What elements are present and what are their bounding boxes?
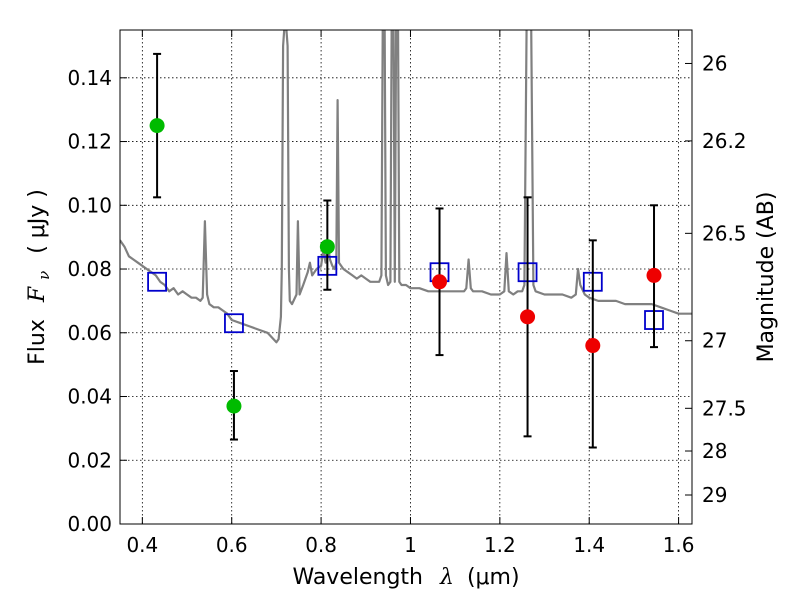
y-tick-label: 0.14 xyxy=(67,66,112,90)
observed-point xyxy=(149,118,165,134)
x-axis-label-symbol: λ xyxy=(439,565,454,590)
x-tick-label: 1.4 xyxy=(573,533,605,557)
y-axis-label-symbol: F xyxy=(25,286,50,303)
x-tick-label: 0.4 xyxy=(126,533,158,557)
y2-tick-label: 27 xyxy=(702,329,727,353)
y-tick-label: 0.06 xyxy=(67,321,112,345)
x-axis-label-unit: (μm) xyxy=(467,565,520,590)
y2-tick-label: 29 xyxy=(702,483,727,507)
plot-background xyxy=(120,30,692,524)
y2-tick-label: 26.2 xyxy=(702,129,747,153)
y2-tick-label: 26.5 xyxy=(702,221,747,245)
observed-point xyxy=(432,274,448,290)
observed-point xyxy=(319,239,335,255)
x-tick-label: 1 xyxy=(404,533,417,557)
y-tick-label: 0.04 xyxy=(67,385,112,409)
y-axis-label-text: Flux xyxy=(25,319,50,365)
y-axis-label: Flux F ν ( μJy ) xyxy=(25,189,55,365)
x-axis-label-text: Wavelength xyxy=(292,565,423,590)
observed-point xyxy=(520,309,536,325)
observed-point xyxy=(646,267,662,283)
observed-point xyxy=(585,338,601,354)
x-tick-label: 0.6 xyxy=(216,533,248,557)
x-axis-label: Wavelength λ (μm) xyxy=(292,565,519,590)
y-tick-label: 0.02 xyxy=(67,448,112,472)
model-photometry-square xyxy=(224,313,244,334)
spectrum-line xyxy=(120,30,692,344)
y2-tick-label: 26 xyxy=(702,51,727,75)
x-tick-label: 1.6 xyxy=(663,533,695,557)
y-tick-label: 0.10 xyxy=(67,193,112,217)
model-photometry-square xyxy=(147,271,167,292)
y-axis-label-unit: ( μJy ) xyxy=(25,189,50,254)
y-axis-label-subscript: ν xyxy=(35,271,53,280)
spectrum-layer xyxy=(120,30,692,344)
x-tick-label: 0.8 xyxy=(305,533,337,557)
observed-points-layer xyxy=(149,118,662,414)
observed-point xyxy=(226,398,242,414)
axis-ticks: 0.4 0.6 0.8 1 1.2 1.4 1.6 0.00 0.02 0.04 0.06 0.08 0… xyxy=(67,30,747,557)
y2-axis-label: Magnitude (AB) xyxy=(754,192,779,363)
y2-tick-label: 27.5 xyxy=(702,396,747,420)
y2-tick-label: 28 xyxy=(702,439,727,463)
y-tick-label: 0.12 xyxy=(67,130,112,154)
plot-frame xyxy=(119,29,693,525)
y-tick-label: 0.00 xyxy=(67,512,112,536)
y-tick-label: 0.08 xyxy=(67,257,112,281)
x-tick-label: 1.2 xyxy=(484,533,516,557)
